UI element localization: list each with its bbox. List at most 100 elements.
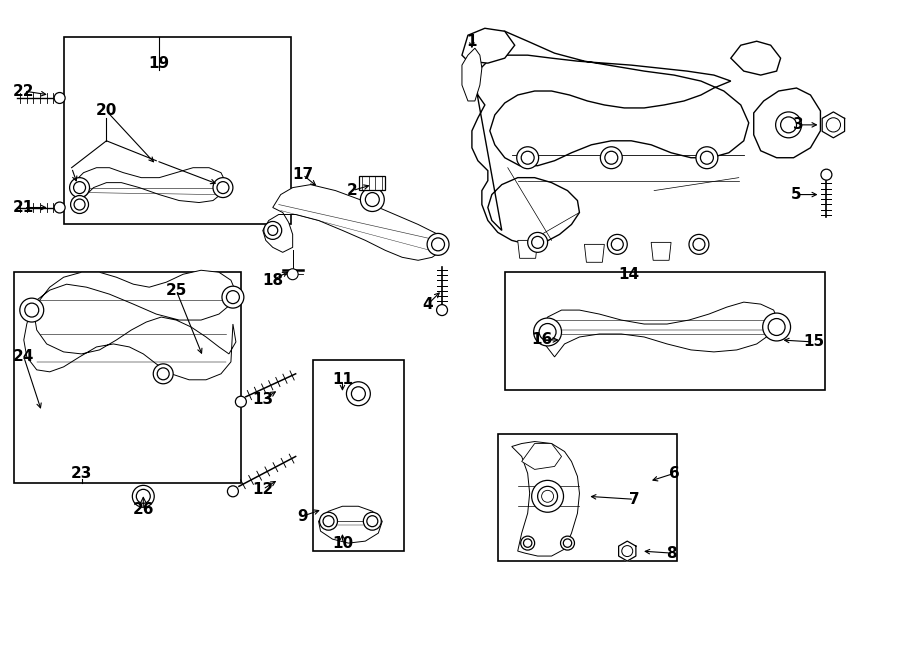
Text: 1: 1: [467, 34, 477, 49]
Text: 10: 10: [332, 536, 353, 551]
Circle shape: [228, 486, 238, 496]
Polygon shape: [512, 442, 580, 556]
Text: 26: 26: [132, 502, 154, 517]
Circle shape: [537, 487, 557, 506]
Circle shape: [693, 238, 705, 250]
Circle shape: [534, 318, 562, 346]
Polygon shape: [263, 185, 445, 260]
Text: 24: 24: [14, 350, 34, 364]
Circle shape: [346, 382, 370, 406]
Polygon shape: [462, 28, 515, 63]
Text: 16: 16: [531, 332, 553, 348]
Text: 13: 13: [252, 392, 274, 407]
Bar: [14, 272, 241, 483]
Circle shape: [769, 318, 785, 336]
Circle shape: [153, 364, 173, 384]
Bar: [505, 272, 825, 390]
Circle shape: [780, 117, 796, 133]
Circle shape: [622, 545, 633, 557]
Circle shape: [700, 151, 714, 164]
Text: 6: 6: [669, 466, 680, 481]
Polygon shape: [472, 31, 749, 244]
Circle shape: [605, 151, 617, 164]
Polygon shape: [731, 41, 780, 75]
Circle shape: [365, 193, 379, 207]
Bar: [64, 37, 291, 224]
Polygon shape: [753, 88, 821, 158]
Text: 20: 20: [95, 103, 117, 118]
Circle shape: [436, 305, 447, 316]
Polygon shape: [823, 112, 844, 138]
Circle shape: [539, 324, 556, 340]
Circle shape: [323, 516, 334, 527]
Text: 2: 2: [347, 183, 358, 198]
Circle shape: [70, 195, 88, 214]
Circle shape: [287, 269, 298, 280]
Polygon shape: [584, 244, 604, 262]
Text: 17: 17: [292, 167, 313, 182]
Circle shape: [826, 118, 841, 132]
Circle shape: [611, 238, 624, 250]
Polygon shape: [618, 541, 636, 561]
Circle shape: [69, 177, 89, 197]
Circle shape: [360, 187, 384, 211]
Circle shape: [532, 236, 544, 248]
Circle shape: [20, 298, 44, 322]
Circle shape: [689, 234, 709, 254]
Polygon shape: [652, 242, 671, 260]
Polygon shape: [522, 444, 562, 469]
Circle shape: [532, 481, 563, 512]
Circle shape: [696, 147, 718, 169]
Text: 3: 3: [793, 117, 804, 132]
Text: 11: 11: [332, 372, 353, 387]
Circle shape: [517, 147, 538, 169]
Circle shape: [561, 536, 574, 550]
Text: 23: 23: [71, 466, 92, 481]
Text: 4: 4: [423, 297, 434, 312]
Bar: [498, 434, 677, 561]
Circle shape: [74, 181, 86, 193]
Circle shape: [213, 177, 233, 197]
Circle shape: [524, 539, 532, 547]
Circle shape: [776, 112, 802, 138]
Circle shape: [821, 169, 832, 180]
Text: 19: 19: [148, 56, 170, 71]
Circle shape: [600, 147, 622, 169]
Polygon shape: [462, 48, 482, 101]
Circle shape: [527, 232, 547, 252]
Circle shape: [74, 199, 85, 210]
Text: 15: 15: [803, 334, 824, 350]
Circle shape: [432, 238, 445, 251]
Text: 21: 21: [14, 200, 34, 215]
Circle shape: [217, 181, 229, 193]
Circle shape: [521, 536, 535, 550]
Text: 9: 9: [297, 508, 308, 524]
Bar: [359, 175, 385, 189]
Circle shape: [320, 512, 338, 530]
Circle shape: [236, 397, 247, 407]
Text: 8: 8: [666, 545, 677, 561]
Circle shape: [54, 202, 65, 213]
Circle shape: [762, 313, 790, 341]
Circle shape: [563, 539, 572, 547]
Polygon shape: [74, 167, 226, 203]
Circle shape: [364, 512, 382, 530]
Circle shape: [521, 151, 534, 164]
Polygon shape: [23, 270, 236, 380]
Circle shape: [136, 489, 150, 503]
Circle shape: [25, 303, 39, 317]
Circle shape: [608, 234, 627, 254]
Text: 14: 14: [618, 267, 640, 282]
Circle shape: [264, 222, 282, 240]
Polygon shape: [319, 506, 382, 543]
Circle shape: [351, 387, 365, 401]
Circle shape: [158, 368, 169, 380]
Circle shape: [227, 291, 239, 304]
Circle shape: [268, 226, 278, 236]
Circle shape: [542, 491, 554, 502]
Circle shape: [428, 234, 449, 256]
Polygon shape: [518, 240, 537, 258]
Text: 22: 22: [13, 83, 34, 99]
Text: 12: 12: [252, 482, 274, 497]
Text: 18: 18: [262, 273, 284, 288]
